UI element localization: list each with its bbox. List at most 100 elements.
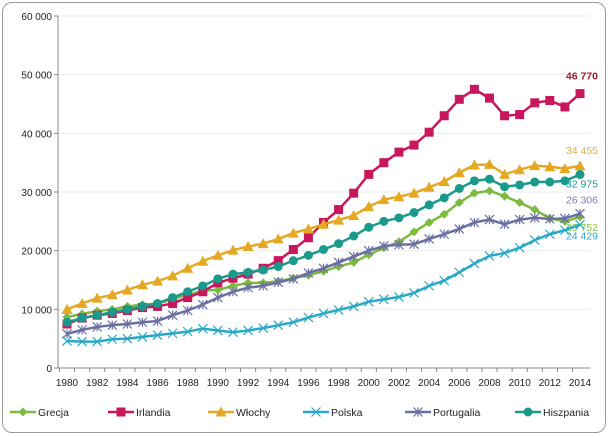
data-point <box>514 214 525 225</box>
data-point <box>559 163 571 174</box>
series-polska: 24 429 <box>62 219 598 347</box>
series-grecja: 25 752 <box>62 186 598 322</box>
data-point <box>182 326 193 337</box>
x-tick-label: 2000 <box>358 378 381 389</box>
data-point <box>197 323 208 334</box>
data-point <box>62 336 72 346</box>
data-point <box>213 285 223 295</box>
data-point <box>77 324 88 335</box>
y-tick-label: 50 000 <box>21 71 52 82</box>
data-point <box>424 218 434 228</box>
data-point <box>439 111 449 121</box>
data-point <box>91 292 103 303</box>
data-point <box>424 234 435 244</box>
data-label: 26 306 <box>566 195 598 207</box>
data-point <box>469 217 480 228</box>
x-tick-label: 2004 <box>418 378 441 389</box>
data-point <box>198 281 208 291</box>
data-point <box>228 281 238 291</box>
data-point <box>333 257 344 268</box>
data-point <box>273 256 283 266</box>
x-tick-label: 1996 <box>297 378 320 389</box>
data-point <box>273 320 284 331</box>
data-point <box>454 183 464 193</box>
data-point <box>363 296 374 307</box>
data-point <box>228 327 238 338</box>
data-point <box>454 224 465 234</box>
data-point <box>258 265 268 275</box>
data-point <box>152 275 164 286</box>
data-label: 46 770 <box>566 71 598 83</box>
data-point <box>469 84 479 94</box>
data-point <box>409 239 419 250</box>
data-point <box>92 336 103 347</box>
data-point <box>483 158 495 169</box>
data-point <box>318 308 329 319</box>
data-point <box>560 102 570 112</box>
y-tick-label: 40 000 <box>21 129 52 140</box>
data-point <box>167 270 179 281</box>
data-point <box>529 160 541 171</box>
y-tick-label: 0 <box>46 364 52 375</box>
data-point <box>363 201 375 212</box>
data-point <box>92 310 102 320</box>
data-point <box>484 174 494 184</box>
legend-label: Irlandia <box>136 407 171 419</box>
y-tick-label: 20 000 <box>21 247 52 258</box>
series-włochy: 34 455 <box>61 145 598 314</box>
data-point <box>544 161 556 172</box>
data-point <box>408 187 420 198</box>
legend-marker <box>413 407 423 417</box>
data-point <box>168 293 178 303</box>
data-point <box>228 269 238 279</box>
data-point <box>242 241 254 252</box>
data-point <box>529 235 540 246</box>
data-point <box>243 267 253 277</box>
data-point <box>454 198 464 208</box>
data-point <box>575 208 585 219</box>
data-point <box>334 205 344 215</box>
data-point <box>62 329 72 339</box>
data-point <box>529 212 540 223</box>
data-point <box>121 284 133 295</box>
data-point <box>137 317 148 328</box>
data-point <box>544 229 555 240</box>
legend-label: Włochy <box>236 407 271 419</box>
data-point <box>545 95 555 105</box>
data-point <box>348 209 360 220</box>
data-point <box>212 249 224 260</box>
data-label: 32 975 <box>566 179 598 191</box>
data-point <box>243 325 253 336</box>
data-point <box>107 320 118 331</box>
x-tick-label: 1992 <box>237 378 260 389</box>
data-point <box>333 304 344 315</box>
legend-label: Grecja <box>38 407 69 419</box>
data-point <box>273 262 283 272</box>
data-point <box>515 110 525 120</box>
legend-item: Portugalia <box>405 407 480 419</box>
data-point <box>152 316 163 326</box>
data-point <box>544 214 555 224</box>
data-point <box>439 209 449 219</box>
legend-item: Polska <box>303 407 363 419</box>
data-point <box>61 303 73 314</box>
data-point <box>167 328 178 339</box>
data-point <box>530 177 540 187</box>
data-point <box>545 177 555 187</box>
data-point <box>500 111 510 121</box>
legend-marker <box>18 407 28 417</box>
data-point <box>228 286 238 297</box>
x-tick-label: 1990 <box>207 378 230 389</box>
data-point <box>559 225 570 236</box>
data-point <box>137 301 147 311</box>
data-point <box>379 216 389 226</box>
data-point <box>514 242 525 253</box>
data-point <box>212 325 223 336</box>
x-tick-label: 1998 <box>327 378 350 389</box>
x-tick-label: 2008 <box>478 378 501 389</box>
data-point <box>77 313 87 323</box>
data-point <box>182 305 193 316</box>
data-point <box>409 208 419 218</box>
data-point <box>575 219 585 230</box>
data-point <box>136 279 148 290</box>
